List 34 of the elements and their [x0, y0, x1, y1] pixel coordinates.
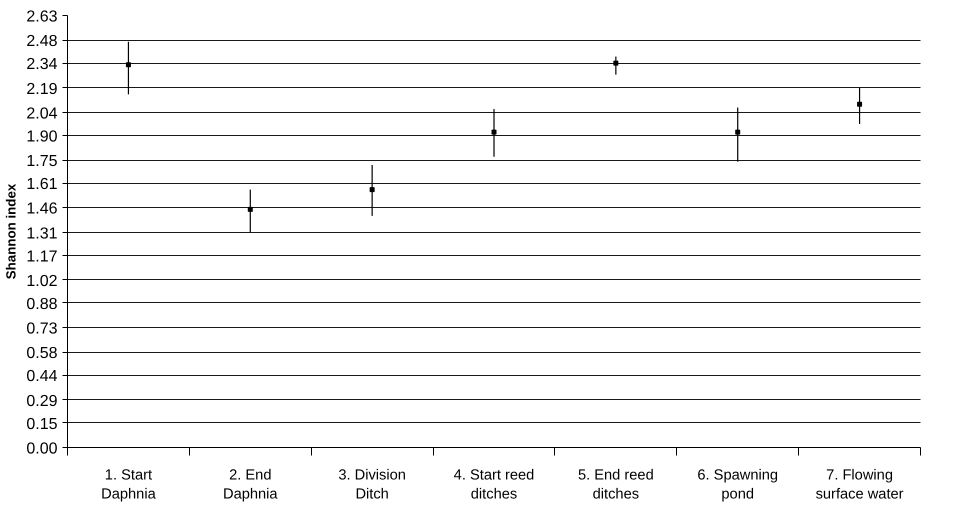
y-tick-label: 0.44 — [26, 368, 58, 386]
y-tick-label: 2.34 — [26, 56, 58, 74]
x-tick-label: 1. Start Daphnia — [101, 468, 157, 503]
x-tick-label: 2. End Daphnia — [222, 468, 278, 503]
y-tick-label: 1.46 — [26, 200, 58, 218]
point — [126, 62, 131, 68]
x-tick-label: 5. End reed ditches — [578, 468, 654, 503]
y-tick-label: 0.73 — [26, 320, 58, 338]
y-tick-label: 1.61 — [26, 176, 58, 194]
point — [492, 130, 496, 135]
x-tick-label: 4. Start reed ditches — [454, 468, 534, 503]
y-tick-label: 1.02 — [26, 272, 58, 290]
y-axis-title: Shannon index — [3, 183, 18, 280]
y-tick-label: 0.58 — [26, 345, 58, 362]
y-tick-label: 0.29 — [26, 392, 58, 410]
point — [248, 206, 253, 212]
y-tick-label: 2.19 — [26, 80, 58, 98]
y-tick-label: 2.48 — [26, 33, 58, 50]
y-tick-label: 2.63 — [26, 8, 58, 26]
point — [857, 102, 862, 107]
y-tick-label: 1.90 — [26, 128, 58, 146]
point — [613, 60, 618, 66]
y-tick-label: 0.15 — [26, 416, 58, 433]
y-tick-label: 0.00 — [26, 440, 58, 458]
point — [370, 187, 375, 192]
x-tick-label: 7. Flowing surface water — [816, 468, 904, 503]
y-tick-label: 0.88 — [26, 296, 58, 313]
y-tick-label: 1.31 — [26, 225, 58, 242]
y-tick-label: 2.04 — [26, 105, 58, 122]
y-tick-label: 1.17 — [26, 248, 58, 266]
point — [735, 130, 740, 135]
x-tick-label: 6. Spawning pond — [697, 468, 778, 503]
x-tick-label: 3. Division Ditch — [338, 468, 406, 503]
y-tick-label: 1.75 — [26, 153, 58, 170]
